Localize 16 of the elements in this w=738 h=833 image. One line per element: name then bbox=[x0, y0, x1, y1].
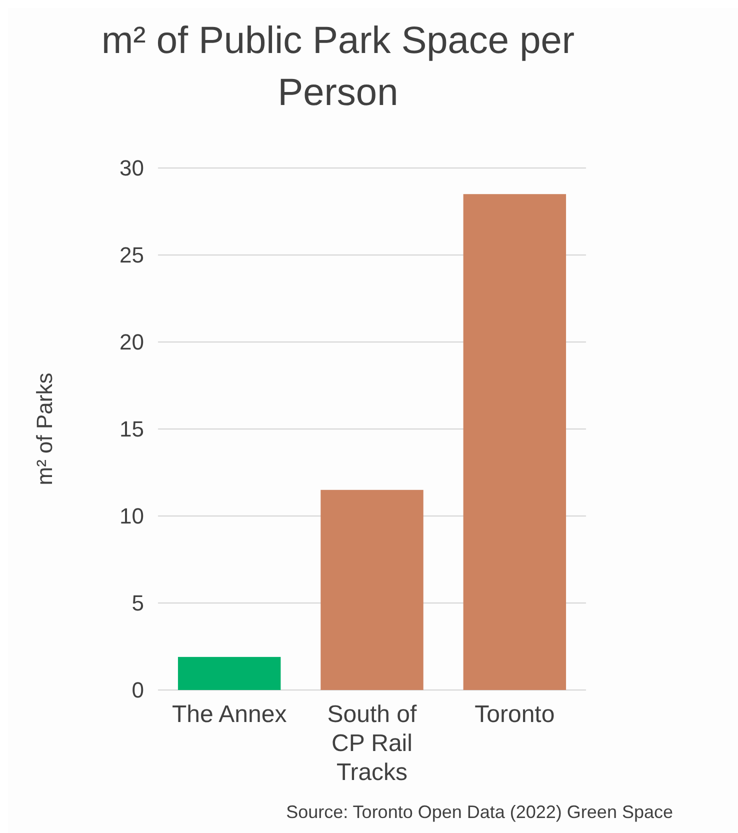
bar bbox=[320, 490, 424, 690]
y-tick-label: 30 bbox=[120, 156, 144, 181]
x-tick-label: South of CP Rail Tracks bbox=[327, 701, 418, 786]
source-note: Source: Toronto Open Data (2022) Green Space bbox=[286, 802, 673, 822]
y-axis-title: m² of Parks bbox=[32, 372, 57, 486]
x-tick-label: The Annex bbox=[172, 701, 287, 728]
bar bbox=[178, 656, 281, 690]
y-tick-label: 5 bbox=[132, 590, 144, 616]
chart-title: m² of Public Park Space per Person bbox=[101, 20, 575, 114]
x-tick-label: Toronto bbox=[474, 701, 555, 728]
y-tick-label: 20 bbox=[120, 330, 144, 355]
y-tick-label: 15 bbox=[120, 416, 144, 442]
y-tick-label: 25 bbox=[120, 242, 144, 268]
y-tick-label: 0 bbox=[132, 678, 144, 703]
bar bbox=[463, 194, 566, 690]
y-tick-label: 10 bbox=[120, 504, 144, 529]
